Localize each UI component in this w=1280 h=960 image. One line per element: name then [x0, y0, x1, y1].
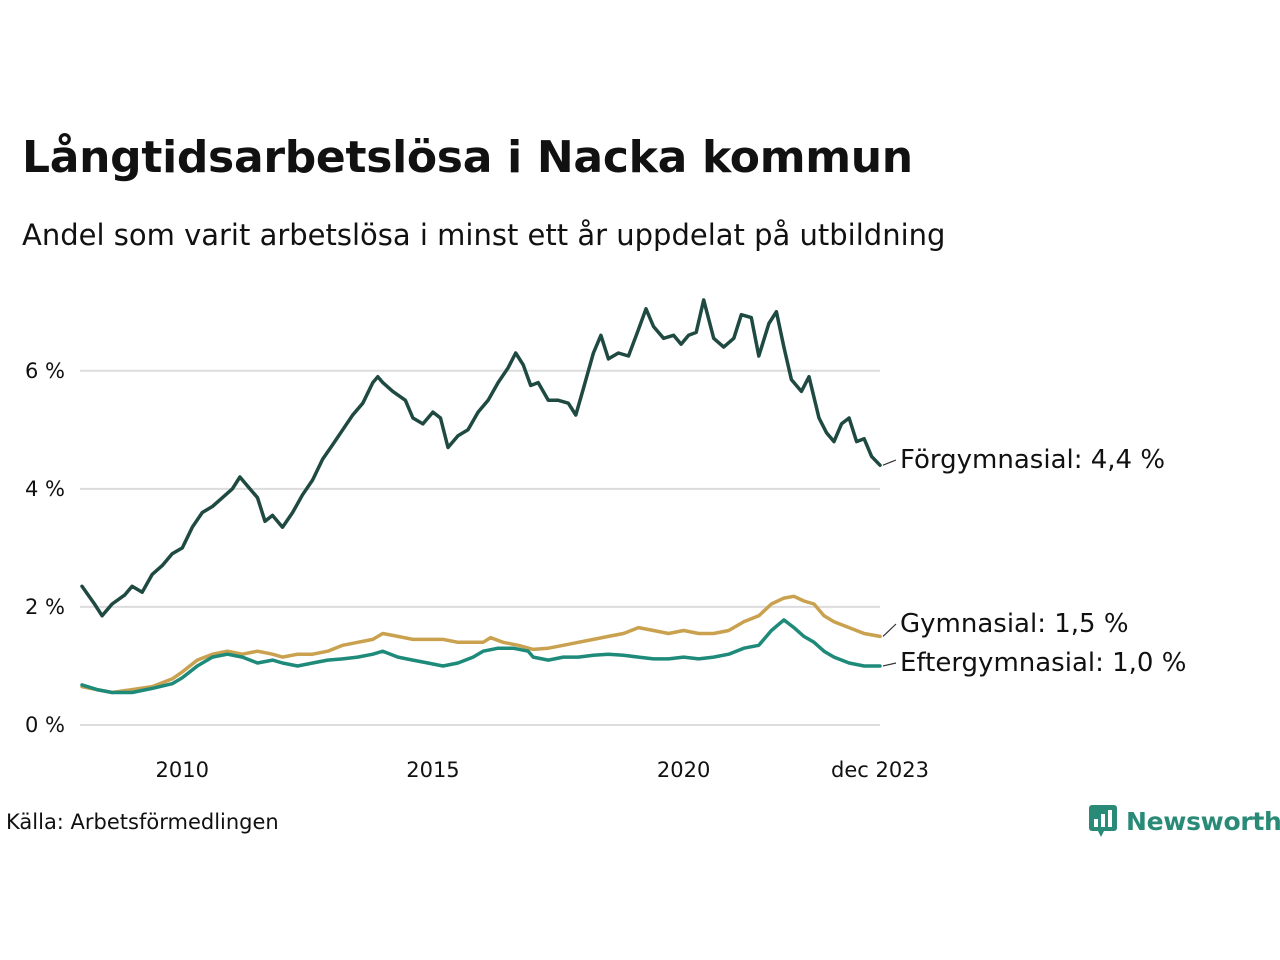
x-tick-label: 2015	[406, 758, 459, 782]
series-labels: Förgymnasial: 4,4 % Gymnasial: 1,5 % Efter…	[882, 445, 1186, 678]
series-label-eftergymnasial: Eftergymnasial: 1,0 %	[900, 648, 1186, 678]
y-tick-label: 0 %	[25, 713, 65, 737]
brand-logo: Newsworthy	[1088, 804, 1280, 838]
y-tick-label: 4 %	[25, 477, 65, 501]
x-tick-label: dec 2023	[831, 758, 929, 782]
label-leader-line	[882, 662, 897, 667]
chart-subtitle: Andel som varit arbetslösa i minst ett å…	[22, 218, 946, 252]
source-note: Källa: Arbetsförmedlingen	[6, 810, 279, 834]
gridlines	[80, 369, 880, 726]
series-lines	[80, 298, 882, 695]
series-label-gymnasial: Gymnasial: 1,5 %	[900, 609, 1129, 639]
x-axis: 2010 2015 2020 dec 2023	[156, 758, 929, 782]
series-line-förgymnasial	[80, 298, 882, 618]
y-tick-label: 6 %	[25, 359, 65, 383]
series-line-eftergymnasial	[80, 618, 882, 695]
brand-name: Newsworthy	[1126, 806, 1280, 836]
series-line-gymnasial	[80, 594, 882, 695]
label-leader-line	[882, 459, 897, 466]
series-label-förgymnasial: Förgymnasial: 4,4 %	[900, 445, 1165, 475]
chart-title: Långtidsarbetslösa i Nacka kommun	[22, 132, 913, 183]
y-tick-label: 2 %	[25, 595, 65, 619]
newsworthy-logo-icon	[1089, 805, 1117, 837]
y-axis: 0 % 2 % 4 % 6 %	[25, 359, 65, 737]
x-tick-label: 2020	[657, 758, 710, 782]
label-leader-line	[882, 623, 897, 637]
x-tick-label: 2010	[156, 758, 209, 782]
